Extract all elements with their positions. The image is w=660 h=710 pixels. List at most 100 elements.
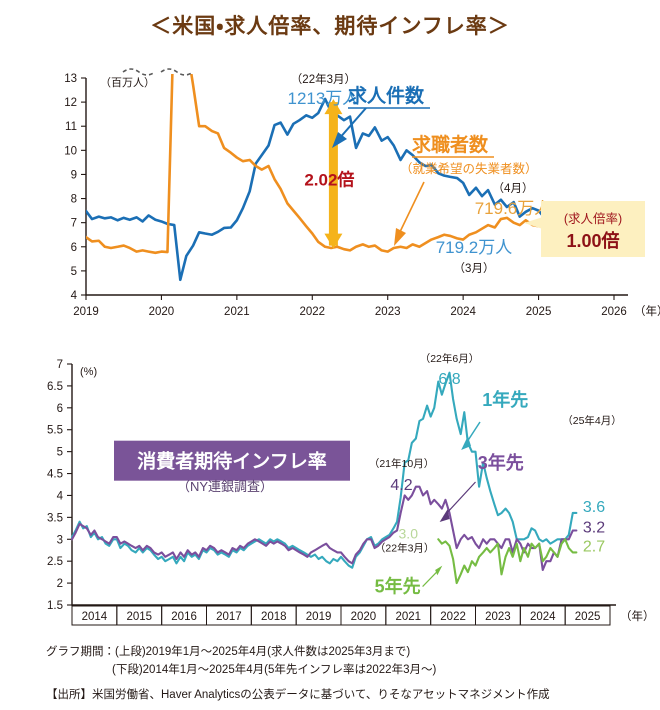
annotation-latest-date: （25年4月） [562,414,622,427]
footer-period-line1: グラフ期間：(上段)2019年1月〜2025年4月(求人件数は2025年3月まで… [46,646,411,658]
x-tick-label: 2019 [73,306,99,318]
y-tick-label: 4 [71,290,78,302]
series-line-3y [70,485,578,571]
series-line-5y [437,538,578,585]
chart-inflation-expectations: 1.5 2 2.5 3 3.5 4 4.5 5 5.5 6 6.5 7 (%) 2014 2015 2016 2… [0,340,660,628]
banner-title: 消費者期待インフレ率 [137,450,326,473]
legend-label-job-openings: 求人件数 [348,84,425,107]
y-tick-label: 5 [57,447,63,459]
y-tick-label: 13 [64,73,77,85]
x-axis-unit: （年） [620,609,655,623]
x-axis-unit: （年） [634,304,660,318]
legend-label-5y: 5年先 [375,576,421,597]
x-tick-label: 2020 [351,611,377,623]
callout-title: (求人倍率) [564,211,622,226]
annotation-latest-1y: 3.6 [583,499,605,516]
annotation-latest-3y: 3.2 [583,519,605,536]
chart-title-banner: 消費者期待インフレ率 [114,440,350,481]
axis-break-squiggle-2 [160,68,194,76]
series-line-job-openings [86,97,553,282]
chart-top-svg: 4 5 6 7 8 9 10 11 12 13 （百万人） 2019 2020 2021 2022 2023 2… [64,68,660,318]
series-line-job-seekers [86,74,559,255]
page-title: ＜米国・求人倍率、期待インフレ率＞ [150,15,510,38]
banner-subtitle: （NY連銀調査） [177,479,273,494]
x-tick-label: 2018 [261,611,287,623]
x-tick-label: 2022 [440,611,466,623]
y-tick-label: 4.5 [47,469,63,481]
annotation-latest-value-blue: 719.2万人 [436,238,513,257]
y-tick-label: 1.5 [47,600,63,612]
callout-value: 1.00倍 [566,230,619,251]
annotation-peak-3y-value: 4.2 [390,477,412,494]
chart-bottom-svg: 1.5 2 2.5 3 3.5 4 4.5 5 5.5 6 6.5 7 (%) 2014 2015 2016 2… [47,352,655,626]
x-tick-label: 2014 [82,611,108,623]
arrow-to-job-openings-line [332,107,367,148]
y-axis-unit: (%) [80,366,97,378]
ratio-arrow-graphic [324,99,343,249]
legend-label-3y: 3年先 [478,452,524,473]
annotation-peak-1y-value: 6.8 [438,371,460,388]
y-tick-label: 5.5 [47,425,63,437]
axis-break-squiggle-1 [122,68,156,76]
annotation-latest-month-blue: （3月） [454,262,495,275]
y-tick-label: 6 [71,242,77,254]
y-axis-unit: （百万人） [100,76,155,89]
footer-source: 【出所】米国労働省、Haver Analyticsの公表データに基づいて、りそな… [46,688,550,701]
annotation-start-5y-value: 3.0 [399,525,419,541]
x-tick-label: 2024 [450,306,476,318]
y-tick-label: 7 [57,359,63,371]
y-tick-label: 8 [71,194,77,206]
annotation-peak-date: （22年3月） [291,72,356,86]
annotation-latest-month-orange: （4月） [493,182,534,195]
x-tick-label: 2025 [526,306,552,318]
y-tick-label: 11 [65,121,77,133]
footer-notes: グラフ期間：(上段)2019年1月〜2025年4月(求人件数は2025年3月まで… [46,644,646,704]
x-tick-label: 2023 [375,306,401,318]
callout-ratio: (求人倍率) 1.00倍 [524,201,645,257]
y-tick-label: 2 [57,578,63,590]
annotation-start-5y-date: （22年3月） [375,542,435,555]
footer-period-line2: (下段)2014年1月〜2025年4月(5年先インフレ率は2022年3月〜) [112,663,437,676]
legend-label-job-seekers: 求職者数 [412,133,489,156]
y-tick-label: 3.5 [47,512,63,524]
y-tick-label: 7 [71,218,77,230]
annotation-peak-3y-date: （21年10月） [369,457,434,470]
legend-sublabel-job-seekers: （就業希望の失業者数） [400,161,538,176]
y-tick-label: 6.5 [47,381,63,393]
y-tick-label: 3 [57,534,63,546]
y-tick-label: 6 [57,403,63,415]
x-tick-label: 2026 [601,306,627,318]
x-tick-box [564,605,611,626]
x-tick-label: 2019 [306,611,332,623]
x-tick-label: 2024 [530,611,556,623]
series-line-1y [70,371,578,569]
annotation-ratio-2-02: 2.02倍 [304,169,354,189]
x-tick-label: 2016 [171,611,197,623]
y-tick-label: 9 [71,169,77,181]
y-tick-label: 5 [71,266,77,278]
y-tick-label: 12 [64,97,77,109]
arrow-to-5y-line [422,565,443,588]
bottom-axes [71,364,616,606]
arrow-to-job-seekers-line [394,181,425,246]
x-tick-label: 2022 [299,306,325,318]
annotation-peak-1y-date: （22年6月） [420,352,480,365]
x-tick-label: 2023 [485,611,511,623]
top-axes [85,78,628,296]
annotation-latest-value-orange: 719.6万人 [475,199,552,218]
annotation-peak-value: 1213万人 [287,89,359,108]
arrow-to-1y-line [461,421,481,450]
annotation-latest-5y: 2.7 [583,539,605,556]
x-tick-label: 2021 [395,611,421,623]
y-tick-label: 4 [57,490,64,502]
y-tick-label: 10 [64,145,77,157]
y-tick-label: 2.5 [47,556,63,568]
x-tick-label: 2020 [149,306,175,318]
x-tick-label: 2025 [575,611,601,623]
x-tick-label: 2017 [216,611,242,623]
legend-label-1y: 1年先 [482,389,528,410]
x-tick-label: 2015 [126,611,152,623]
x-tick-label: 2021 [224,306,250,318]
arrow-to-3y-line [439,481,476,522]
